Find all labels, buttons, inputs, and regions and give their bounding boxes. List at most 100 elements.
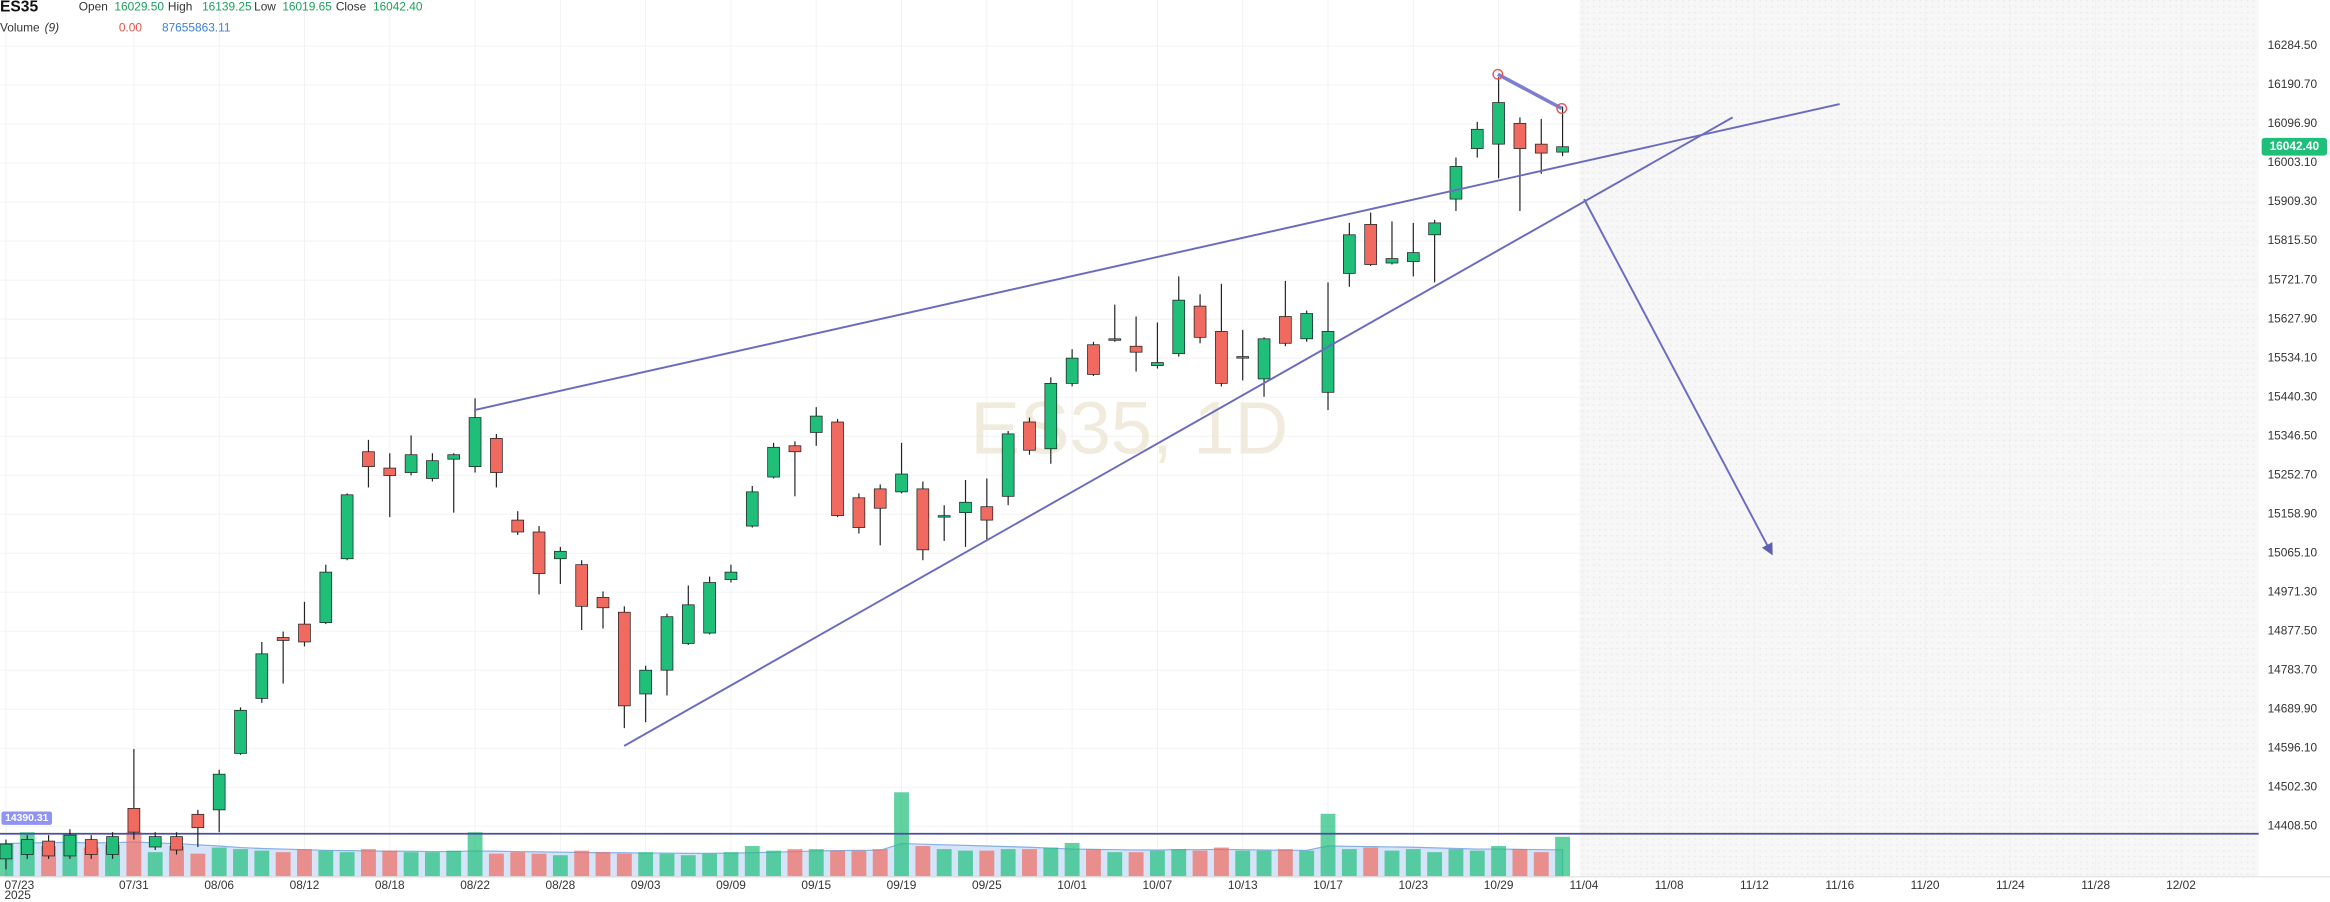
y-tick-label: 15158.90: [2268, 506, 2318, 520]
volume-bar: [126, 832, 142, 877]
candle-body: [809, 415, 823, 433]
y-tick-label: 14408.50: [2268, 818, 2318, 832]
candle-body: [127, 807, 141, 833]
volume-bar: [1043, 847, 1059, 877]
candle-body: [1087, 344, 1100, 375]
candle-body: [84, 839, 98, 855]
x-tick-label: 10/23: [1398, 878, 1428, 892]
volume-bar: [808, 849, 824, 877]
volume-bar: [766, 850, 782, 877]
volume-bar: [169, 846, 184, 877]
x-tick-label: 11/12: [1740, 878, 1769, 892]
candle-body: [1321, 331, 1335, 393]
candle-body: [1513, 122, 1527, 149]
candle-body: [362, 451, 375, 467]
candle-body: [1470, 128, 1484, 149]
candle-body: [596, 596, 610, 609]
volume-bar: [1533, 852, 1549, 877]
x-tick-label: 10/17: [1313, 878, 1343, 892]
candle-body: [831, 421, 844, 517]
x-tick-label: 12/02: [2166, 878, 2196, 892]
volume-period: (9): [45, 20, 60, 34]
candle-body: [724, 571, 738, 580]
candle-body: [191, 813, 205, 829]
volume-bar: [659, 853, 675, 877]
drawings: [473, 68, 1840, 747]
candle-body: [490, 438, 503, 473]
volume-bar: [488, 853, 504, 877]
candle-body: [63, 834, 77, 857]
volume-bar: [382, 850, 398, 877]
candle-body: [1449, 166, 1463, 200]
y-tick-label: 14877.50: [2268, 623, 2318, 637]
candle-body: [1556, 146, 1569, 153]
y-tick-label: 15252.70: [2268, 467, 2318, 481]
candle-body: [319, 571, 333, 624]
volume-bar: [1213, 847, 1229, 877]
candle-body: [106, 836, 119, 855]
volume-bar: [744, 846, 760, 877]
candle-body: [234, 709, 247, 754]
volume-change: 0.00: [119, 20, 143, 34]
x-tick-label: 11/16: [1825, 878, 1854, 892]
y-tick-label: 14971.30: [2268, 584, 2318, 598]
candle-body: [788, 445, 802, 453]
candle-body: [170, 836, 183, 851]
candle-body: [468, 417, 482, 467]
candle-body: [1044, 383, 1058, 450]
candle-body: [1364, 224, 1377, 265]
y-tick-label: 15909.30: [2268, 194, 2318, 208]
watermark: ES35, 1D: [970, 387, 1288, 470]
y-tick-label: 15065.10: [2268, 545, 2318, 559]
volume-bar: [1491, 846, 1507, 877]
volume-bar: [275, 852, 291, 877]
volume-bar: [467, 832, 483, 877]
x-tick-label: 11/08: [1655, 878, 1684, 892]
volume-bar: [254, 850, 270, 877]
volume-bar: [787, 849, 803, 877]
x-tick-label: 09/15: [801, 878, 831, 892]
volume-bar: [1299, 850, 1315, 877]
candle-body: [42, 840, 55, 857]
volume-bar: [1128, 852, 1144, 877]
y-tick-label: 14596.10: [2268, 740, 2318, 754]
volume-bar: [1469, 850, 1485, 877]
volume-bar: [339, 852, 355, 877]
volume-bar: [531, 853, 547, 877]
volume-bar: [83, 847, 99, 877]
candle-body: [852, 497, 866, 528]
candle-body: [1257, 338, 1271, 380]
candle-body: [916, 488, 930, 551]
volume-bar: [872, 849, 888, 877]
volume-bar: [1107, 852, 1123, 877]
y-tick-label: 15815.50: [2268, 233, 2318, 247]
volume-bar: [1363, 847, 1379, 877]
candle-body: [1428, 222, 1441, 236]
volume-bar: [510, 852, 526, 877]
candle-body: [447, 454, 461, 460]
candle-body: [1023, 421, 1036, 451]
legend-value: 16042.40: [373, 0, 423, 14]
legend-value: 16019.65: [282, 0, 332, 14]
volume-bar: [680, 855, 696, 877]
candle-body: [1172, 299, 1186, 355]
volume-bar: [1064, 842, 1080, 877]
trend-segment: [1497, 72, 1563, 111]
y-tick-label: 16284.50: [2268, 38, 2318, 52]
x-tick-label: 07/31: [119, 878, 149, 892]
candle-body: [426, 460, 439, 479]
volume-bar: [1000, 849, 1016, 877]
legend-label: Low: [254, 0, 276, 14]
x-tick-label: 09/19: [887, 878, 917, 892]
volume-bar: [1341, 849, 1357, 877]
candle-body: [1236, 356, 1250, 359]
volume-bar: [958, 850, 973, 877]
candle-body: [1279, 316, 1292, 344]
candle-body: [937, 515, 951, 518]
candle-body: [745, 491, 759, 527]
header: ES35 Open 16029.50 High 16139.25 Low 160…: [0, 0, 423, 34]
horizontal-line-label: 14390.31: [5, 813, 49, 824]
volume-bar: [595, 852, 611, 877]
candle-body: [1108, 338, 1122, 341]
